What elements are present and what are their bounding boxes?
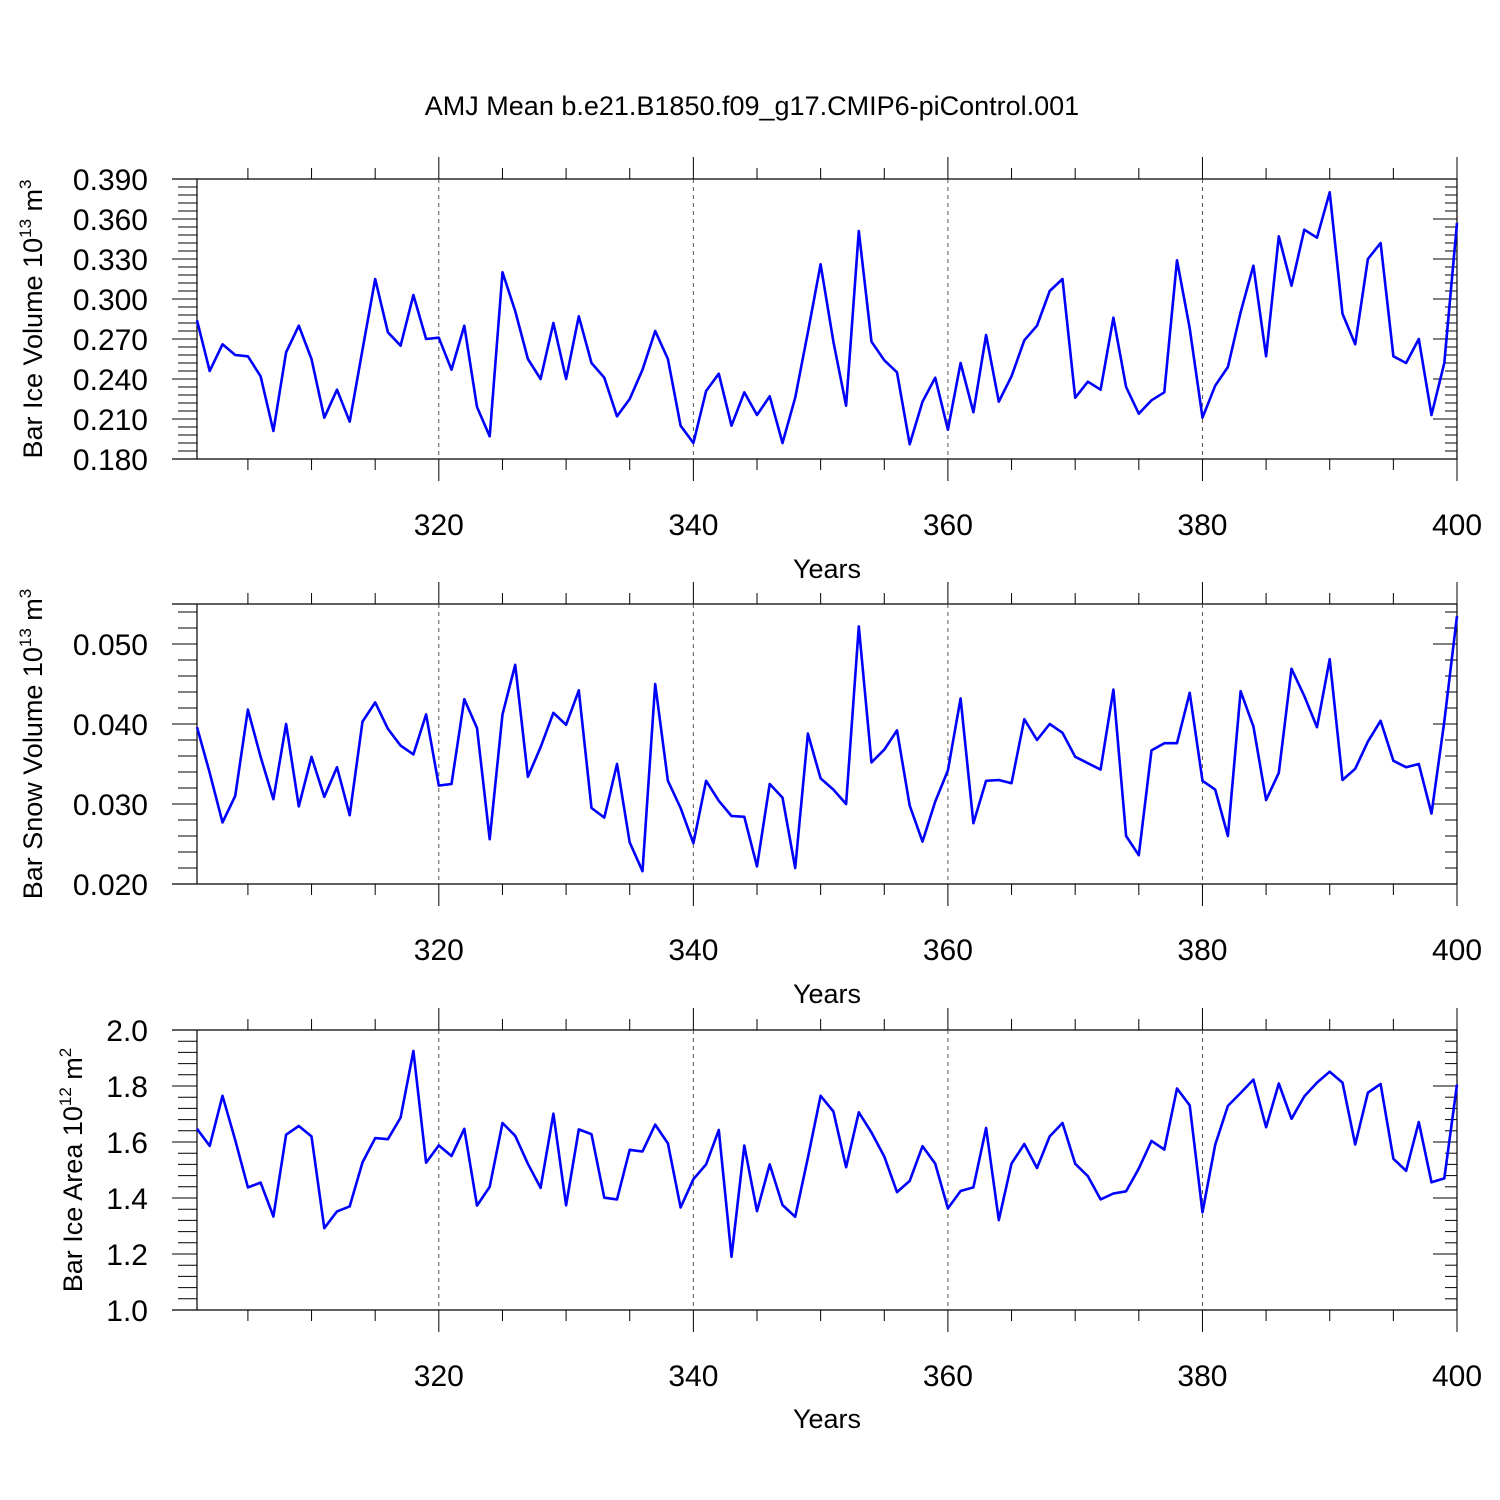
x-tick-label: 340 <box>668 934 718 967</box>
y-axis-label: Bar Ice Area 1012 m2 <box>56 1048 88 1293</box>
y-tick-label: 1.4 <box>106 1183 148 1216</box>
x-tick-label: 380 <box>1177 934 1227 967</box>
y-tick-label: 1.2 <box>106 1239 148 1272</box>
x-axis-label: Years <box>793 1404 861 1434</box>
panels: 0.180 0.210 0.240 0.270 0.300 0.330 0.360 0.390… <box>16 157 1482 1434</box>
x-tick-label: 360 <box>923 1360 973 1393</box>
x-tick-label: 340 <box>668 509 718 542</box>
y-tick-label: 0.240 <box>73 364 148 397</box>
y-axis-label: Bar Snow Volume 1013 m3 <box>16 589 48 900</box>
y-tick-label: 0.210 <box>73 404 148 437</box>
panel-3: 1.0 1.2 1.4 1.6 1.8 2.0 320 340 360 380 400 Years Ba… <box>56 1008 1482 1434</box>
x-tick-label: 360 <box>923 934 973 967</box>
y-tick-label: 0.360 <box>73 204 148 237</box>
y-tick-label: 0.390 <box>73 164 148 197</box>
x-tick-label: 380 <box>1177 1360 1227 1393</box>
y-tick-label: 0.050 <box>73 629 148 662</box>
series-line <box>195 1049 1459 1259</box>
y-tick-label: 0.030 <box>73 789 148 822</box>
y-axis-label: Bar Ice Volume 1013 m3 <box>16 179 48 458</box>
x-axis-label: Years <box>793 979 861 1009</box>
y-tick-label: 0.020 <box>73 869 148 902</box>
x-tick-label: 320 <box>414 1360 464 1393</box>
x-tick-label: 360 <box>923 509 973 542</box>
x-tick-label: 340 <box>668 1360 718 1393</box>
x-tick-label: 320 <box>414 934 464 967</box>
series-line <box>195 615 1459 873</box>
x-tick-label: 400 <box>1432 509 1482 542</box>
y-tick-label: 0.330 <box>73 244 148 277</box>
y-tick-label: 0.040 <box>73 709 148 742</box>
y-tick-label: 2.0 <box>106 1015 148 1048</box>
series-line <box>195 191 1459 446</box>
y-tick-label: 1.8 <box>106 1071 148 1104</box>
y-tick-label: 0.300 <box>73 284 148 317</box>
y-tick-label: 0.180 <box>73 444 148 477</box>
x-axis-label: Years <box>793 554 861 584</box>
x-tick-label: 400 <box>1432 1360 1482 1393</box>
x-tick-label: 320 <box>414 509 464 542</box>
panel-1: 0.180 0.210 0.240 0.270 0.300 0.330 0.360 0.390… <box>16 157 1482 584</box>
x-tick-label: 400 <box>1432 934 1482 967</box>
panel-2: 0.020 0.030 0.040 0.050 320 340 360 380 400 Years… <box>16 582 1482 1009</box>
x-tick-label: 380 <box>1177 509 1227 542</box>
chart-title: AMJ Mean b.e21.B1850.f09_g17.CMIP6-piCon… <box>425 91 1079 121</box>
y-tick-label: 0.270 <box>73 324 148 357</box>
y-tick-label: 1.6 <box>106 1127 148 1160</box>
y-tick-label: 1.0 <box>106 1295 148 1328</box>
